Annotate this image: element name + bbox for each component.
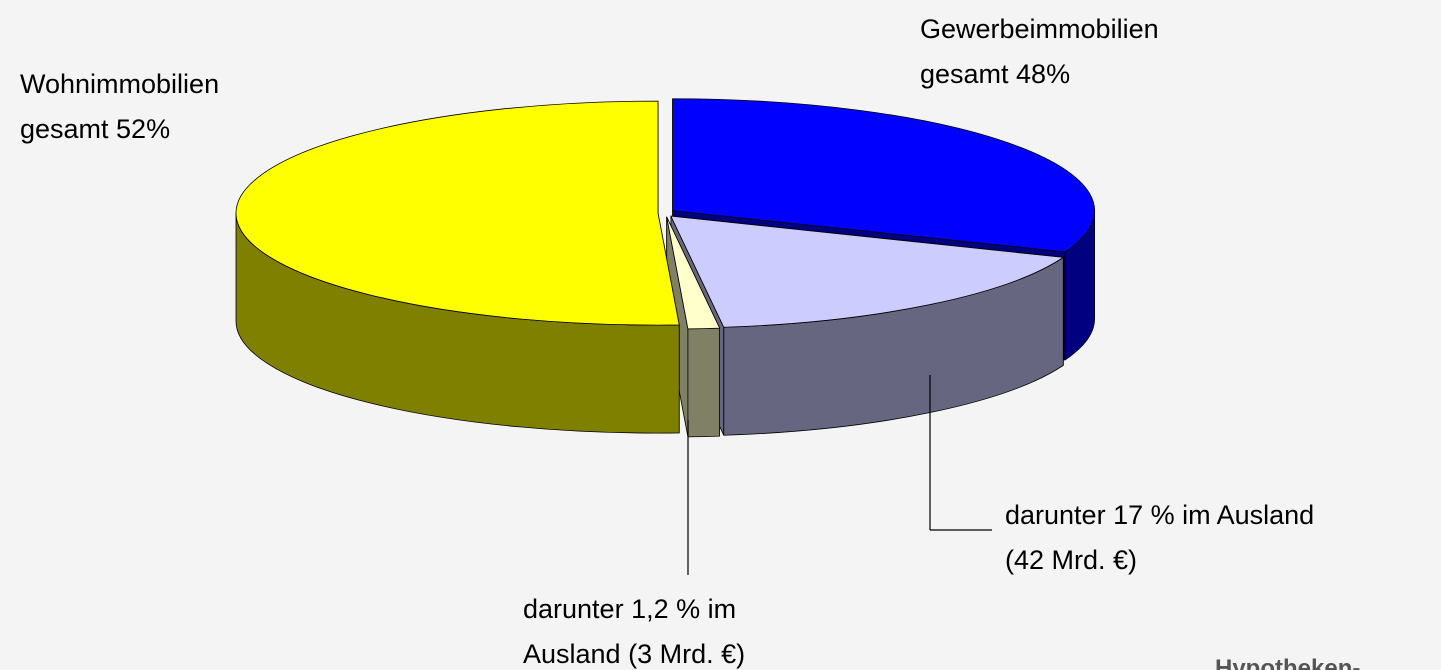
slice — [672, 98, 1095, 253]
label: Wohnimmobilien — [20, 69, 219, 99]
label: Ausland (3 Mrd. €) — [523, 639, 745, 669]
slice-side — [687, 327, 720, 438]
label: gesamt 48% — [920, 59, 1070, 89]
footer: Hypotheken- — [1215, 655, 1360, 670]
slice — [235, 100, 680, 326]
label: gesamt 52% — [20, 114, 170, 144]
pie — [235, 98, 1096, 438]
slice — [666, 216, 720, 330]
label: darunter 1,2 % im — [523, 594, 736, 624]
label: Gewerbeimmobilien — [920, 14, 1159, 44]
slice — [670, 215, 1064, 328]
label: (42 Mrd. €) — [1005, 545, 1137, 575]
label: darunter 17 % im Ausland — [1005, 500, 1314, 530]
